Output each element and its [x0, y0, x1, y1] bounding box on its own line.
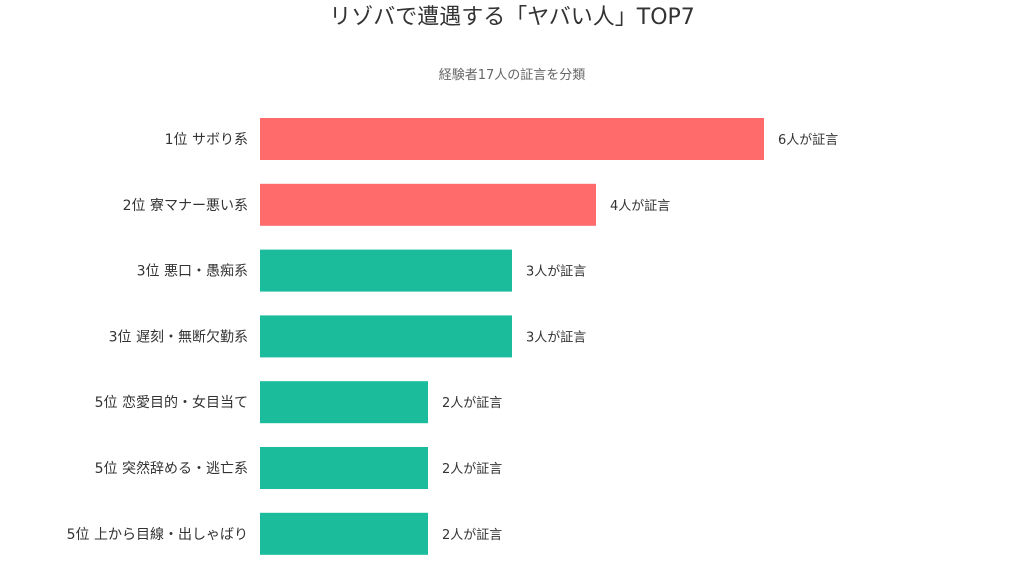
bar	[260, 183, 596, 226]
category-label: 3位 遅刻・無断欠勤系	[109, 329, 248, 345]
value-label: 3人が証言	[526, 265, 586, 280]
category-label: 2位 寮マナー悪い系	[123, 197, 248, 214]
value-label: 4人が証言	[610, 199, 670, 214]
value-label: 2人が証言	[442, 462, 502, 477]
value-label: 2人が証言	[442, 528, 502, 543]
bar	[260, 315, 512, 358]
bar	[260, 249, 512, 292]
category-label: 5位 上から目線・出しゃばり	[67, 527, 248, 543]
chart-title: リゾバで遭遇する「ヤバい人」TOP7	[329, 5, 695, 30]
value-label: 2人が証言	[442, 396, 502, 411]
bar	[260, 512, 428, 555]
value-label: 3人が証言	[526, 330, 586, 345]
category-label: 5位 恋愛目的・女目当て	[95, 394, 248, 411]
category-label: 1位 サボり系	[165, 132, 248, 148]
category-label: 5位 突然辞める・逃亡系	[95, 460, 248, 477]
bars-group: 1位 サボり系 6人が証言 2位 寮マナー悪い系 4人が証言 3位 悪口・愚痴系 3人が証…	[67, 118, 838, 555]
category-label: 3位 悪口・愚痴系	[137, 264, 248, 280]
chart-subtitle: 経験者17人の証言を分類	[439, 68, 586, 83]
bar	[260, 118, 764, 160]
bar	[260, 447, 428, 489]
value-label: 6人が証言	[778, 133, 838, 148]
bar	[260, 381, 428, 424]
